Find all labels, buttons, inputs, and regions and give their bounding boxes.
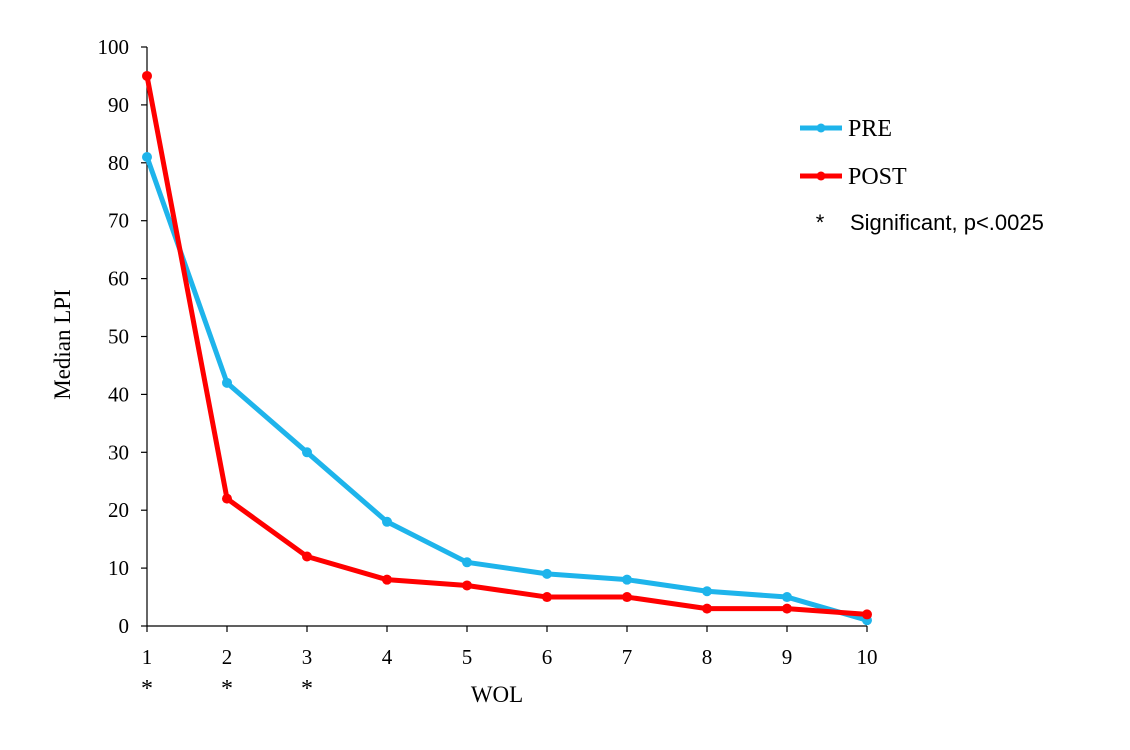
data-point-post: [382, 574, 392, 585]
y-tick-label: 30: [108, 440, 129, 464]
y-tick-label: 0: [119, 614, 130, 638]
data-point-post: [222, 493, 232, 504]
data-point-post: [142, 70, 152, 81]
data-point-pre: [542, 568, 552, 579]
x-axis-title: WOL: [471, 682, 523, 707]
x-tick-label: 4: [382, 645, 393, 669]
data-point-pre: [222, 377, 232, 388]
x-tick-label: 3: [302, 645, 313, 669]
legend-entry-pre: PRE: [800, 116, 892, 142]
data-point-post: [622, 592, 632, 603]
data-point-pre: [142, 152, 152, 163]
legend: PRE POST * Significant, p<.0025: [800, 116, 1044, 235]
legend-entry-post: POST: [800, 164, 907, 190]
x-tick-label: 6: [542, 645, 553, 669]
x-tick-label: 8: [702, 645, 713, 669]
y-tick-label: 20: [108, 498, 129, 522]
x-tick-label: 9: [782, 645, 793, 669]
data-point-pre: [382, 516, 392, 527]
significance-star: *: [301, 676, 313, 702]
axes: [146, 47, 867, 627]
y-tick-label: 80: [108, 151, 129, 175]
data-point-pre: [702, 586, 712, 597]
y-tick-label: 90: [108, 93, 129, 117]
y-tick-label: 60: [108, 267, 129, 291]
x-tick-label: 2: [222, 645, 233, 669]
data-point-post: [542, 592, 552, 603]
data-point-post: [462, 580, 472, 591]
series-post: [142, 70, 872, 620]
legend-label: PRE: [848, 116, 892, 142]
series-layer: [142, 70, 872, 626]
legend-label: POST: [848, 164, 907, 190]
x-tick-label: 5: [462, 645, 473, 669]
x-tick-label: 1: [142, 645, 153, 669]
data-point-post: [782, 603, 792, 614]
data-point-post: [702, 603, 712, 614]
data-point-post: [302, 551, 312, 562]
series-line-pre: [144, 154, 870, 623]
significance-star: *: [221, 676, 233, 702]
y-ticks: 0 10 20 30 40 50 60 70 80 90 100: [98, 35, 147, 638]
y-tick-label: 50: [108, 325, 129, 349]
legend-star: *: [816, 210, 825, 235]
data-point-pre: [622, 574, 632, 585]
x-ticks: 1 2 3 4 5 6 7 8 9 10: [142, 626, 878, 669]
legend-significance-note: Significant, p<.0025: [850, 210, 1044, 235]
legend-marker: [816, 171, 826, 181]
data-point-pre: [302, 447, 312, 458]
y-tick-label: 100: [98, 35, 130, 59]
data-point-post: [862, 609, 872, 620]
x-tick-label: 7: [622, 645, 633, 669]
legend-entry-significance: * Significant, p<.0025: [816, 210, 1044, 235]
y-tick-label: 70: [108, 209, 129, 233]
data-point-pre: [462, 557, 472, 568]
series-pre: [142, 152, 872, 626]
y-axis-title: Median LPI: [50, 289, 75, 400]
y-tick-label: 10: [108, 556, 129, 580]
y-tick-label: 40: [108, 382, 129, 406]
x-tick-label: 10: [857, 645, 878, 669]
series-line-post: [144, 73, 870, 617]
data-point-pre: [782, 592, 792, 603]
significance-markers: * * *: [141, 676, 313, 702]
significance-star: *: [141, 676, 153, 702]
legend-marker: [816, 123, 826, 133]
